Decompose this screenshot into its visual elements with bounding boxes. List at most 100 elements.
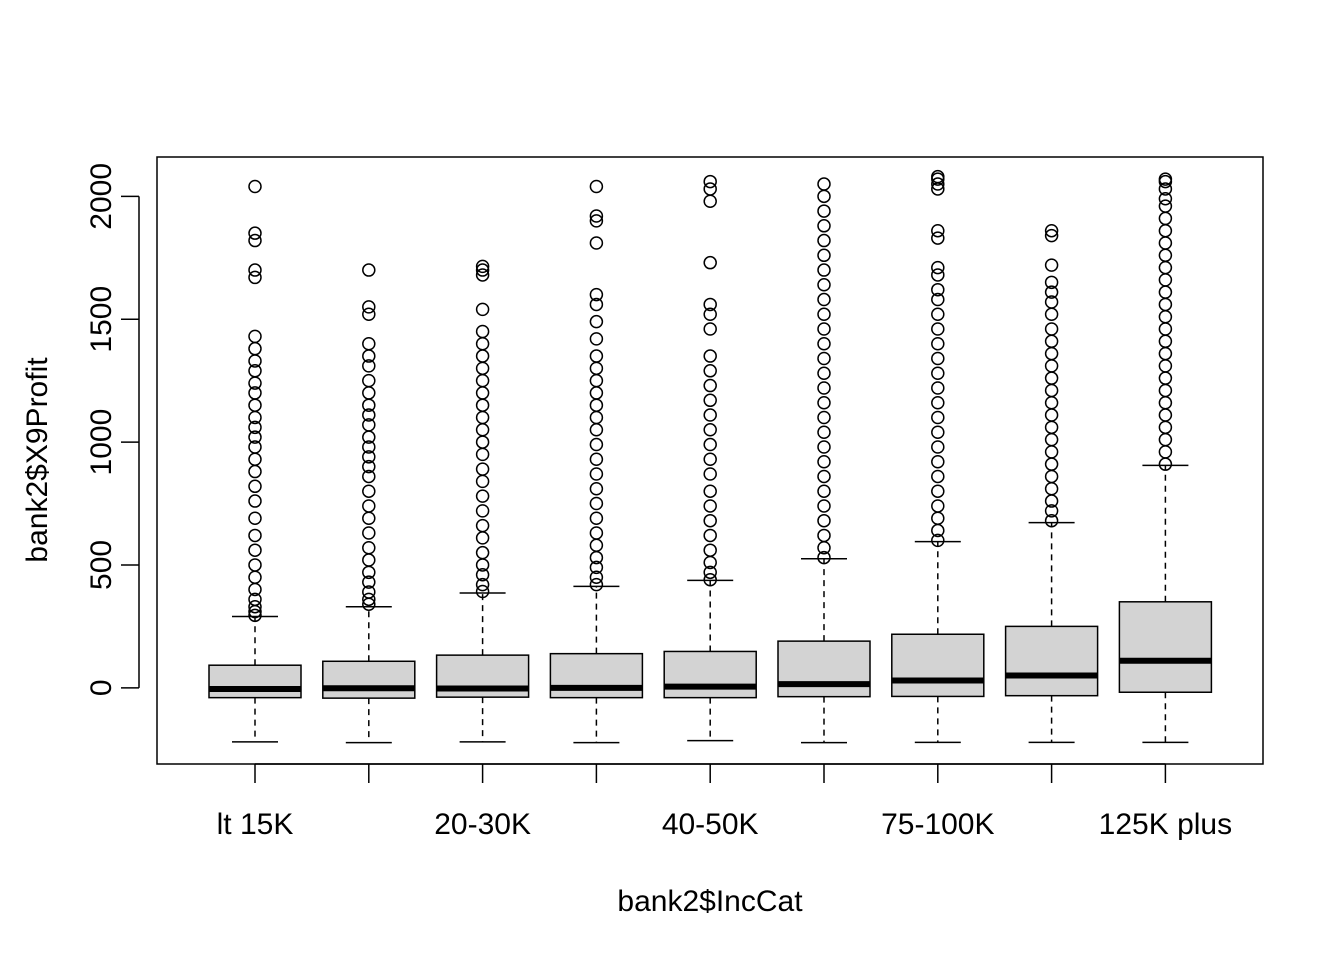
outlier-point [1158,359,1173,373]
outlier-point [589,496,604,511]
y-tick-label: 1000 [85,409,118,476]
outlier-point [1158,236,1173,250]
outlier-point [931,395,945,410]
outlier-point [703,322,717,336]
outlier-point [248,592,262,607]
outlier-point [589,209,604,223]
iqr-box [777,640,871,698]
outlier-point [1158,285,1173,299]
outlier-point [475,545,490,560]
outlier-point [362,511,376,526]
box-group-2 [322,605,416,744]
outlier-point [362,459,376,474]
outlier-point [589,349,604,363]
outlier-point [475,462,490,476]
outlier-point [589,423,604,437]
outlier-point [1158,445,1173,459]
outlier-point [248,494,262,508]
x-tick-label: 20-30K [434,808,531,841]
outlier-point [817,425,831,439]
outlier-group-4 [589,179,604,592]
outlier-point [475,373,490,388]
outlier-point [248,179,262,194]
outlier-point [1044,432,1059,447]
outlier-point [931,533,945,548]
x-tick-label: 125K plus [1099,808,1232,841]
outlier-point [817,440,831,454]
outlier-point [1044,359,1059,373]
outlier-point [362,359,376,373]
iqr-box [1118,601,1213,693]
outlier-point [817,469,831,484]
outlier-point [931,469,945,484]
outlier-point [1044,383,1059,398]
outlier-point [703,378,717,393]
outlier-point [475,268,490,282]
box-group-4 [549,585,644,744]
outlier-point [817,513,831,528]
outlier-point [248,608,262,623]
outlier-point [1044,334,1059,349]
iqr-box [208,664,302,699]
outlier-point [931,231,945,245]
outlier-point [703,182,717,196]
outlier-point [817,381,831,395]
y-tick-label: 2000 [85,163,118,230]
outlier-point [362,307,376,322]
outlier-point [817,499,831,513]
outlier-point [589,236,604,250]
outlier-point [703,572,717,587]
box-group-6 [777,558,871,744]
outlier-point [1158,248,1173,263]
outlier-point [1158,199,1173,213]
outlier-point [248,341,262,356]
outlier-point [931,454,945,469]
outlier-point [1044,371,1059,385]
outlier-point [703,307,717,322]
outlier-point [931,322,945,336]
outlier-point [703,484,717,498]
outlier-point [589,467,604,481]
outlier-point [1158,297,1173,312]
outlier-group-7 [931,169,945,548]
outlier-point [817,410,831,425]
outlier-point [931,351,945,366]
outlier-point [1158,322,1173,336]
outlier-point [817,219,831,233]
outlier-point [931,268,945,282]
outlier-point [931,307,945,322]
outlier-point [248,386,262,400]
outlier-point [248,511,262,526]
box-group-8 [1004,521,1099,744]
x-tick-label: 75-100K [881,808,994,841]
outlier-point [475,518,490,533]
outlier-point [475,361,490,376]
outlier-point [248,329,262,344]
outlier-point [475,398,490,412]
outlier-point [589,398,604,412]
outlier-point [703,565,717,580]
outlier-point [589,297,604,312]
outlier-point [589,560,604,575]
outlier-point [362,386,376,400]
outlier-point [1158,432,1173,447]
outlier-point [1158,408,1173,422]
outlier-point [248,398,262,412]
outlier-point [931,292,945,307]
outlier-point [817,484,831,498]
outlier-point [248,364,262,378]
outlier-point [817,248,831,263]
outlier-point [1044,395,1059,410]
outlier-point [362,592,376,607]
outlier-point [817,322,831,336]
outlier-point [703,452,717,467]
iqr-box [322,660,416,699]
outlier-point [589,179,604,194]
box-group-9 [1118,464,1213,744]
outlier-point [475,435,490,449]
outlier-point [248,452,262,467]
outlier-point [475,474,490,489]
iqr-box [663,650,757,699]
x-tick-label: 40-50K [662,808,759,841]
